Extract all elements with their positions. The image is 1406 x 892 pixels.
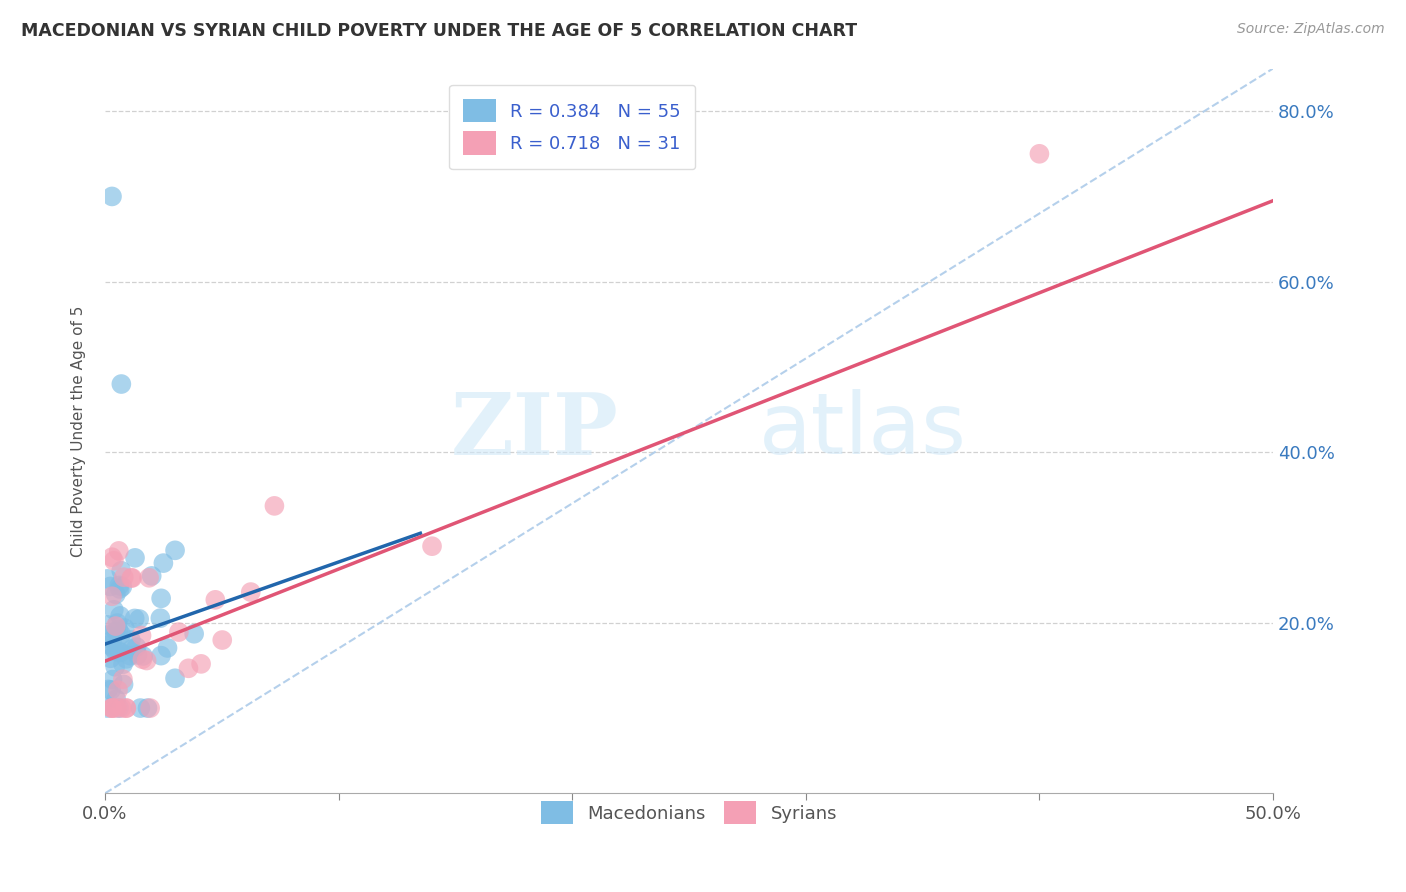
- Point: [1028, 146, 1050, 161]
- Point: [110, 645, 132, 659]
- Point: [111, 672, 134, 686]
- Point: [149, 611, 172, 625]
- Point: [108, 578, 131, 592]
- Point: [96, 618, 118, 632]
- Point: [125, 640, 148, 654]
- Text: Source: ZipAtlas.com: Source: ZipAtlas.com: [1237, 22, 1385, 37]
- Point: [101, 550, 124, 565]
- Point: [98, 579, 121, 593]
- Point: [112, 677, 135, 691]
- Point: [167, 625, 190, 640]
- Text: atlas: atlas: [759, 390, 967, 473]
- Point: [121, 571, 143, 585]
- Point: [101, 701, 124, 715]
- Point: [100, 651, 122, 665]
- Point: [141, 569, 163, 583]
- Point: [96, 628, 118, 642]
- Point: [124, 611, 146, 625]
- Point: [101, 701, 124, 715]
- Point: [177, 661, 200, 675]
- Point: [108, 582, 131, 596]
- Point: [118, 648, 141, 663]
- Point: [105, 701, 128, 715]
- Point: [150, 591, 173, 606]
- Point: [139, 701, 162, 715]
- Point: [105, 692, 128, 706]
- Point: [107, 616, 129, 631]
- Point: [129, 701, 152, 715]
- Point: [131, 652, 153, 666]
- Point: [263, 499, 285, 513]
- Point: [100, 682, 122, 697]
- Point: [239, 585, 262, 599]
- Point: [101, 673, 124, 687]
- Point: [204, 592, 226, 607]
- Point: [104, 587, 127, 601]
- Point: [165, 543, 187, 558]
- Text: ZIP: ZIP: [451, 389, 619, 473]
- Point: [101, 640, 124, 655]
- Point: [120, 632, 142, 647]
- Point: [103, 603, 125, 617]
- Point: [101, 189, 124, 203]
- Point: [135, 654, 157, 668]
- Point: [108, 701, 131, 715]
- Point: [96, 572, 118, 586]
- Point: [115, 701, 138, 715]
- Point: [103, 554, 125, 568]
- Point: [104, 644, 127, 658]
- Point: [110, 627, 132, 641]
- Point: [104, 624, 127, 639]
- Point: [420, 539, 443, 553]
- Point: [163, 671, 186, 685]
- Point: [107, 683, 129, 698]
- Y-axis label: Child Poverty Under the Age of 5: Child Poverty Under the Age of 5: [72, 305, 86, 557]
- Point: [101, 589, 124, 603]
- Point: [190, 657, 212, 671]
- Point: [108, 608, 131, 623]
- Point: [132, 648, 155, 663]
- Point: [120, 571, 142, 585]
- Point: [152, 556, 174, 570]
- Point: [136, 701, 159, 715]
- Point: [131, 628, 153, 642]
- Point: [96, 701, 118, 715]
- Point: [211, 633, 233, 648]
- Point: [124, 550, 146, 565]
- Point: [138, 571, 160, 585]
- Point: [97, 682, 120, 697]
- Text: MACEDONIAN VS SYRIAN CHILD POVERTY UNDER THE AGE OF 5 CORRELATION CHART: MACEDONIAN VS SYRIAN CHILD POVERTY UNDER…: [21, 22, 858, 40]
- Point: [115, 701, 138, 715]
- Point: [112, 570, 135, 584]
- Point: [156, 640, 179, 655]
- Point: [114, 621, 136, 635]
- Point: [104, 619, 127, 633]
- Point: [98, 638, 121, 652]
- Point: [107, 623, 129, 637]
- Point: [101, 701, 124, 715]
- Legend: Macedonians, Syrians: Macedonians, Syrians: [530, 790, 848, 835]
- Point: [101, 633, 124, 648]
- Point: [183, 627, 205, 641]
- Point: [107, 544, 129, 558]
- Point: [121, 642, 143, 657]
- Point: [108, 645, 131, 659]
- Point: [110, 564, 132, 578]
- Point: [150, 648, 173, 663]
- Point: [112, 657, 135, 672]
- Point: [111, 701, 134, 715]
- Point: [111, 580, 134, 594]
- Point: [115, 652, 138, 666]
- Point: [128, 612, 150, 626]
- Point: [110, 377, 132, 392]
- Point: [104, 660, 127, 674]
- Point: [127, 648, 149, 662]
